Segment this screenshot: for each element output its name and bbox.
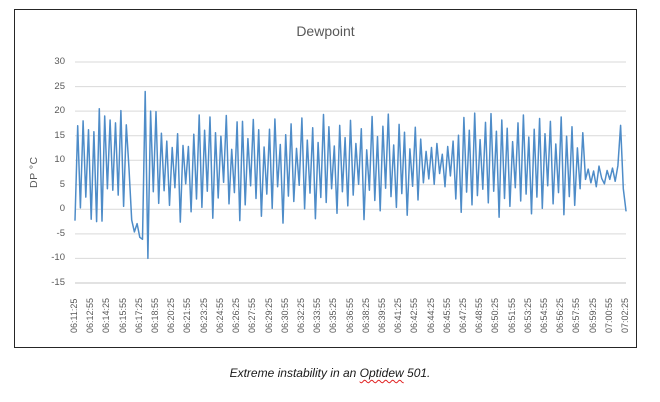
plot-area <box>74 61 627 284</box>
x-tick-label: 06:50:25 <box>490 297 501 333</box>
figure-caption: Extreme instability in an Optidew 501. <box>0 366 660 380</box>
x-tick-label: 06:41:25 <box>393 297 404 333</box>
x-tick-label: 06:17:25 <box>133 297 144 333</box>
x-tick-label: 06:56:25 <box>555 297 566 333</box>
x-tick-label: 06:18:55 <box>150 297 160 333</box>
x-tick-label: 06:20:25 <box>166 297 177 333</box>
x-tick-label: 06:47:25 <box>457 297 468 333</box>
x-tick-label: 06:21:55 <box>182 297 193 333</box>
x-tick-label: 06:59:25 <box>587 297 598 333</box>
x-tick-label: 06:38:25 <box>360 297 371 333</box>
x-tick-label: 06:45:55 <box>441 297 452 333</box>
y-tick-label: 5 <box>59 179 65 190</box>
x-tick-label: 06:29:25 <box>263 297 274 333</box>
x-tick-label: 06:32:25 <box>295 297 306 333</box>
caption-text-prefix: Extreme instability in an <box>229 366 360 380</box>
x-tick-label: 07:02:25 <box>620 297 630 333</box>
x-tick-label: 06:23:25 <box>198 297 209 333</box>
dewpoint-series-line <box>74 90 627 260</box>
y-tick-label: -15 <box>51 277 65 288</box>
x-tick-label: 06:24:55 <box>214 297 225 333</box>
x-tick-label: 06:44:25 <box>425 297 436 333</box>
x-tick-label: 06:48:55 <box>474 297 485 333</box>
x-tick-label: 06:35:25 <box>328 297 339 333</box>
y-tick-label: 0 <box>59 203 65 214</box>
y-axis-title: DP °C <box>28 156 40 189</box>
x-tick-label: 06:30:55 <box>279 297 290 333</box>
y-tick-label: -10 <box>51 252 65 263</box>
x-tick-label: 06:39:55 <box>376 297 387 333</box>
y-tick-label: 15 <box>54 130 65 141</box>
x-tick-label: 06:36:55 <box>344 297 355 333</box>
y-tick-label: -5 <box>56 228 65 239</box>
y-tick-label: 30 <box>54 56 65 67</box>
x-tick-label: 06:51:55 <box>506 297 517 333</box>
x-tick-label: 06:11:25 <box>69 298 79 333</box>
x-tick-label: 06:15:55 <box>117 297 128 333</box>
x-tick-label: 06:14:25 <box>101 297 112 333</box>
x-tick-label: 06:57:55 <box>571 297 582 333</box>
x-tick-label: 06:12:55 <box>85 297 96 333</box>
caption-misspelled-word: Optidew <box>359 366 404 380</box>
y-tick-label: 25 <box>54 81 65 92</box>
caption-text-suffix: 501. <box>403 366 431 380</box>
x-tick-label: 06:42:55 <box>409 297 420 333</box>
x-tick-label: 06:33:55 <box>312 297 323 333</box>
y-tick-label: 20 <box>54 105 65 116</box>
x-tick-label: 06:54:55 <box>539 297 549 333</box>
x-tick-label: 06:26:25 <box>231 297 242 333</box>
chart-title: Dewpoint <box>296 23 355 39</box>
x-tick-label: 06:53:25 <box>522 297 533 333</box>
y-tick-label: 10 <box>54 154 65 165</box>
x-tick-label: 06:27:55 <box>247 297 258 333</box>
dewpoint-chart: Dewpoint DP °C 30 25 20 15 10 5 0 -5 -10 -15 06:1… <box>14 9 637 348</box>
x-tick-label: 07:00:55 <box>603 297 614 333</box>
